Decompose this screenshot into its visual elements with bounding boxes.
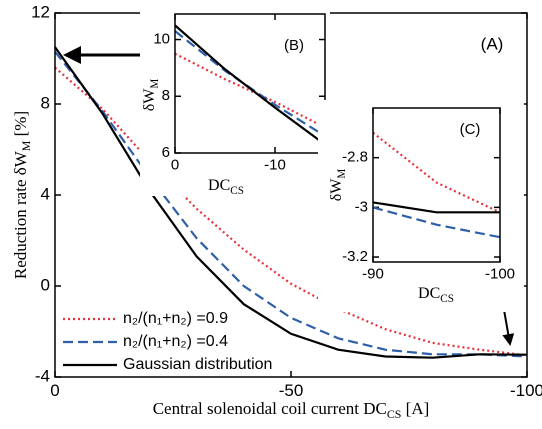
series-line — [54, 66, 528, 357]
inset-c: -2.8 -3 -3.2-90 -100 (C) DCCS δWM — [328, 107, 515, 305]
x-tick-label: -100 — [510, 381, 542, 400]
x-tick-label: -50 — [279, 381, 304, 400]
y-tick-label: -3.2 — [342, 248, 368, 265]
plot-frame — [174, 13, 326, 154]
y-axis-label-main: δW — [328, 178, 345, 202]
x-axis-label-sub: CS — [440, 292, 454, 304]
legend-label: Gaussian distribution — [123, 356, 272, 373]
y-axis-label-sub: M — [148, 79, 160, 89]
x-axis-label: DCCS — [208, 177, 244, 197]
y-axis-label-sub: M — [335, 169, 347, 179]
x-axis-label: DCCS — [418, 285, 454, 305]
series-line — [54, 46, 528, 359]
series-line — [174, 24, 326, 146]
series-line — [372, 201, 500, 214]
legend-label: n₂/(n₁+n₂) =0.9 — [123, 310, 228, 327]
series-line — [372, 131, 501, 214]
plot-frame — [372, 107, 501, 263]
y-tick-label: 8 — [41, 93, 50, 112]
y-axis-label: Reduction rate δWM [%] — [11, 111, 33, 279]
inset-b: 6 8 10 0 -10 (B) DCCS δWM — [141, 13, 326, 197]
x-axis-label-main: DC — [418, 285, 440, 302]
y-axis-label: δWM — [141, 79, 161, 112]
y-tick-label: -3 — [355, 198, 368, 215]
y-tick-label: 8 — [162, 87, 170, 104]
y-axis-label: δWM — [328, 169, 348, 202]
x-axis-label: Central solenoidal coil current DCCS [A] — [153, 399, 430, 421]
x-tick-label: -100 — [485, 266, 515, 283]
x-axis-label-sub: CS — [230, 184, 244, 196]
y-tick-label: 10 — [153, 30, 170, 47]
x-axis-label-suffix: [A] — [401, 399, 429, 418]
series-line — [54, 51, 528, 358]
y-tick-label: 0 — [41, 275, 50, 294]
x-axis-label-main: Central solenoidal coil current DC — [153, 399, 387, 418]
y-axis-label-main: Reduction rate δW — [11, 150, 30, 279]
y-tick-label: 6 — [162, 144, 170, 161]
y-axis-label-suffix: [%] — [11, 111, 30, 141]
inset-bg — [140, 8, 330, 196]
x-tick-label: -90 — [362, 266, 384, 283]
y-tick-label: -4 — [35, 366, 50, 385]
annotation: (C) — [460, 121, 481, 138]
x-tick-label: 0 — [50, 381, 59, 400]
x-tick-label: -10 — [264, 157, 286, 174]
y-tick-label: 12 — [31, 2, 50, 21]
series-line — [372, 206, 501, 239]
annotation: (B) — [284, 37, 304, 54]
y-tick-label: 4 — [41, 184, 50, 203]
x-axis-label-sub: CS — [387, 407, 402, 421]
x-axis-label-main: DC — [208, 177, 230, 194]
annotation: (A) — [481, 34, 504, 53]
y-axis-label-main: δW — [141, 88, 158, 112]
legend-label: n₂/(n₁+n₂) =0.4 — [123, 333, 228, 350]
y-tick-label: -2.8 — [342, 149, 368, 166]
y-axis-label-sub: M — [19, 140, 33, 151]
x-tick-label: 0 — [171, 157, 179, 174]
inset-bg — [318, 100, 524, 312]
